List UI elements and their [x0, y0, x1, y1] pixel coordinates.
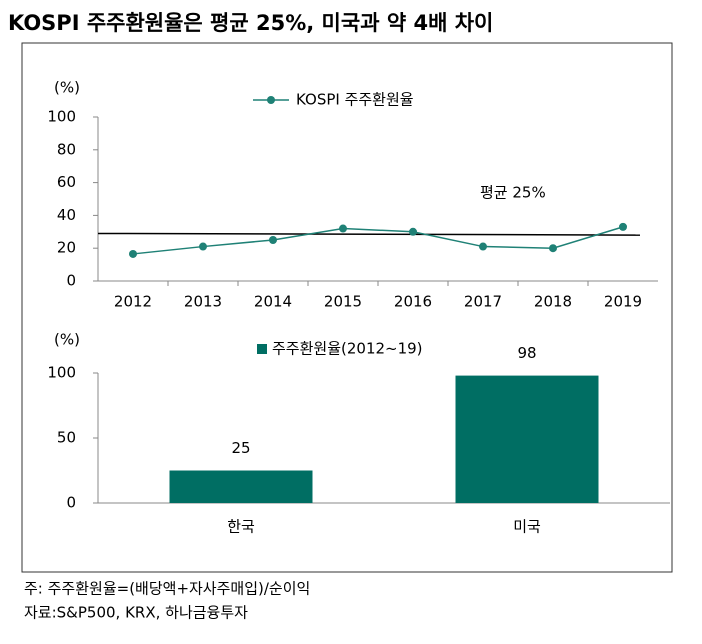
note: 주: 주주환원율=(배당액+자사주매입)/순이익 — [24, 580, 310, 598]
y-tick-label: 50 — [57, 429, 76, 447]
legend-swatch — [257, 344, 267, 354]
y-tick-label: 80 — [57, 140, 76, 158]
frame — [21, 42, 673, 573]
note: 자료:S&P500, KRX, 하나금융투자 — [24, 604, 248, 622]
y-tick-label: 60 — [57, 173, 76, 191]
point — [339, 224, 347, 233]
y-tick-label: 100 — [47, 108, 76, 126]
unit-label: (%) — [54, 331, 80, 349]
legend-label: KOSPI 주주환원율 — [296, 91, 414, 109]
legend-label: 주주환원율(2012~19) — [272, 340, 423, 358]
point — [409, 227, 417, 236]
y-tick-label: 0 — [66, 272, 76, 290]
bar — [169, 470, 313, 503]
annotation: 평균 25% — [480, 184, 546, 202]
point — [269, 236, 277, 244]
x-tick-label: 2014 — [254, 293, 292, 311]
point — [619, 222, 627, 231]
point — [199, 242, 207, 251]
x-tick-label: 2012 — [114, 293, 152, 311]
point — [549, 244, 557, 253]
x-tick-label: 미국 — [513, 518, 541, 536]
x-tick-label: 2013 — [184, 293, 222, 311]
point — [129, 249, 137, 258]
x-tick-label: 2015 — [324, 293, 362, 311]
unit-label: (%) — [54, 79, 80, 97]
x-tick-label: 한국 — [227, 518, 255, 536]
value-label: 25 — [231, 439, 250, 457]
page-title: KOSPI 주주환원율은 평균 25%, 미국과 약 4배 차이 — [8, 11, 493, 35]
series-line — [132, 226, 624, 255]
reference-line — [97, 232, 641, 236]
y-tick-label: 20 — [57, 239, 76, 257]
legend-marker — [267, 96, 275, 104]
x-tick-label: 2017 — [464, 293, 502, 311]
x-tick-label: 2016 — [394, 293, 432, 311]
y-tick-label: 100 — [47, 364, 76, 382]
x-tick-label: 2019 — [604, 293, 642, 311]
value-label: 98 — [517, 344, 536, 362]
x-tick-label: 2018 — [534, 293, 572, 311]
bar — [455, 375, 599, 503]
point — [479, 242, 487, 251]
y-tick-label: 40 — [57, 206, 76, 224]
y-tick-label: 0 — [66, 494, 76, 512]
